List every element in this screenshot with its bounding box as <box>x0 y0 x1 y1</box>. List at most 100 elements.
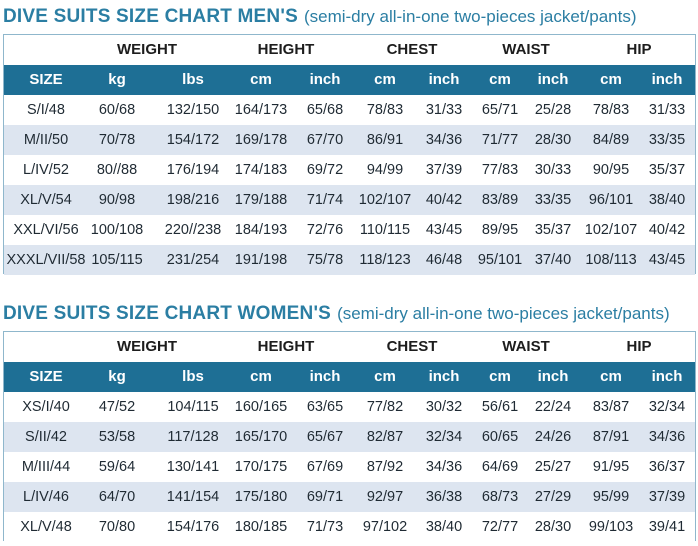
table-cell: 169/178 <box>234 132 288 148</box>
table-cell: 59/64 <box>98 459 136 475</box>
size-cell: XL/V/54 <box>20 192 72 208</box>
table-cell: 35/37 <box>648 162 686 178</box>
table-cell: 37/40 <box>534 252 572 268</box>
table-cell: 65/68 <box>306 102 344 118</box>
column-header-cell: cm <box>374 368 396 385</box>
table-cell: 36/38 <box>425 489 463 505</box>
table-cell: 53/58 <box>98 429 136 445</box>
table-row: XL/V/54 90/98 198/216 179/188 71/74 102/107 40… <box>4 185 695 215</box>
table-cell: 154/172 <box>166 132 220 148</box>
women-table-box: WEIGHT HEIGHT CHEST WAIST HIP SIZE kg lbs cm inch… <box>3 331 696 542</box>
table-cell: 184/193 <box>234 222 288 238</box>
table-cell: 69/71 <box>306 489 344 505</box>
table-cell: 154/176 <box>166 519 220 535</box>
table-cell: 25/27 <box>534 459 572 475</box>
men-chart-subtitle: (semi-dry all-in-one two-pieces jacket/p… <box>303 7 637 26</box>
table-cell: 82/87 <box>366 429 404 445</box>
table-cell: 102/107 <box>358 192 412 208</box>
column-header-cell: cm <box>600 71 622 88</box>
table-cell: 30/32 <box>425 399 463 415</box>
column-header-cell: cm <box>250 71 272 88</box>
table-cell: 96/101 <box>588 192 634 208</box>
table-row: XS/I/40 47/52 104/115 160/165 63/65 77/82 30/3… <box>4 392 695 422</box>
table-cell: 86/91 <box>366 132 404 148</box>
table-cell: 84/89 <box>592 132 630 148</box>
size-cell: XXL/VI/56 <box>13 222 79 238</box>
table-cell: 30/33 <box>534 162 572 178</box>
column-header-cell: inch <box>309 71 341 88</box>
column-header-cell: cm <box>489 368 511 385</box>
table-cell: 118/123 <box>359 252 411 268</box>
table-cell: 99/103 <box>588 519 634 535</box>
column-header-cell: cm <box>374 71 396 88</box>
column-header-cell: SIZE <box>29 368 63 385</box>
table-cell: 78/83 <box>592 102 630 118</box>
group-header-row: WEIGHT HEIGHT CHEST WAIST HIP <box>4 332 695 362</box>
table-cell: 31/33 <box>425 102 463 118</box>
table-cell: 60/65 <box>481 429 519 445</box>
size-cell: M/II/50 <box>23 132 69 148</box>
group-header-cell: CHEST <box>386 338 438 355</box>
size-cell: S/I/48 <box>27 102 65 118</box>
table-cell: 56/61 <box>481 399 519 415</box>
table-cell: 65/71 <box>481 102 519 118</box>
column-header-cell: inch <box>309 368 341 385</box>
table-row: XXL/VI/56 100/108 220//238 184/193 72/76 110/… <box>4 215 695 245</box>
column-header-cell: inch <box>537 71 569 88</box>
table-cell: 38/40 <box>648 192 686 208</box>
group-header-cell: HIP <box>626 338 652 355</box>
table-row: XXXL/VII/58 105/115 231/254 191/198 75/78 118… <box>4 245 695 275</box>
table-cell: 198/216 <box>166 192 220 208</box>
table-cell: 80//88 <box>96 162 138 178</box>
table-cell: 37/39 <box>425 162 463 178</box>
table-cell: 108/113 <box>585 252 637 268</box>
table-cell: 37/39 <box>648 489 686 505</box>
table-cell: 104/115 <box>167 399 219 415</box>
table-cell: 165/170 <box>234 429 288 445</box>
women-size-chart: DIVE SUITS SIZE CHART WOMEN'S (semi-dry a… <box>0 297 698 542</box>
table-row: L/IV/52 80//88 176/194 174/183 69/72 94/99 37/… <box>4 155 695 185</box>
table-cell: 164/173 <box>234 102 288 118</box>
size-cell: XL/V/48 <box>20 519 72 535</box>
table-cell: 71/77 <box>481 132 519 148</box>
table-cell: 70/80 <box>98 519 136 535</box>
group-header-cell: HEIGHT <box>257 41 315 58</box>
table-cell: 35/37 <box>534 222 572 238</box>
table-cell: 91/95 <box>592 459 630 475</box>
table-cell: 60/68 <box>98 102 136 118</box>
men-size-chart: DIVE SUITS SIZE CHART MEN'S (semi-dry all… <box>0 0 698 275</box>
table-cell: 132/150 <box>166 102 220 118</box>
table-cell: 36/37 <box>648 459 686 475</box>
table-cell: 67/69 <box>306 459 344 475</box>
table-cell: 87/91 <box>592 429 630 445</box>
column-header-cell: inch <box>428 71 460 88</box>
table-cell: 70/78 <box>98 132 136 148</box>
table-cell: 47/52 <box>98 399 136 415</box>
table-cell: 72/76 <box>306 222 344 238</box>
table-cell: 33/35 <box>534 192 572 208</box>
table-cell: 105/115 <box>91 252 143 268</box>
group-header-cell: HEIGHT <box>257 338 315 355</box>
table-cell: 95/101 <box>477 252 523 268</box>
table-cell: 175/180 <box>234 489 288 505</box>
men-chart-title: DIVE SUITS SIZE CHART MEN'S <box>3 6 298 27</box>
group-header-cell: WEIGHT <box>117 41 177 58</box>
table-cell: 102/107 <box>584 222 638 238</box>
size-cell: S/II/42 <box>25 429 67 445</box>
table-cell: 95/99 <box>592 489 630 505</box>
table-cell: 40/42 <box>425 192 463 208</box>
table-cell: 43/45 <box>648 252 686 268</box>
column-header-cell: cm <box>250 368 272 385</box>
table-cell: 220//238 <box>164 222 222 238</box>
men-chart-heading: DIVE SUITS SIZE CHART MEN'S (semi-dry all… <box>0 0 698 34</box>
table-cell: 69/72 <box>306 162 344 178</box>
table-cell: 39/41 <box>648 519 686 535</box>
table-cell: 231/254 <box>166 252 220 268</box>
group-header-cell: CHEST <box>386 41 438 58</box>
table-cell: 24/26 <box>534 429 572 445</box>
table-cell: 34/36 <box>648 429 686 445</box>
table-cell: 32/34 <box>648 399 686 415</box>
men-table-box: WEIGHT HEIGHT CHEST WAIST HIP SIZE kg lbs cm inch… <box>3 34 696 275</box>
women-chart-heading: DIVE SUITS SIZE CHART WOMEN'S (semi-dry a… <box>0 297 698 331</box>
table-cell: 71/74 <box>306 192 344 208</box>
